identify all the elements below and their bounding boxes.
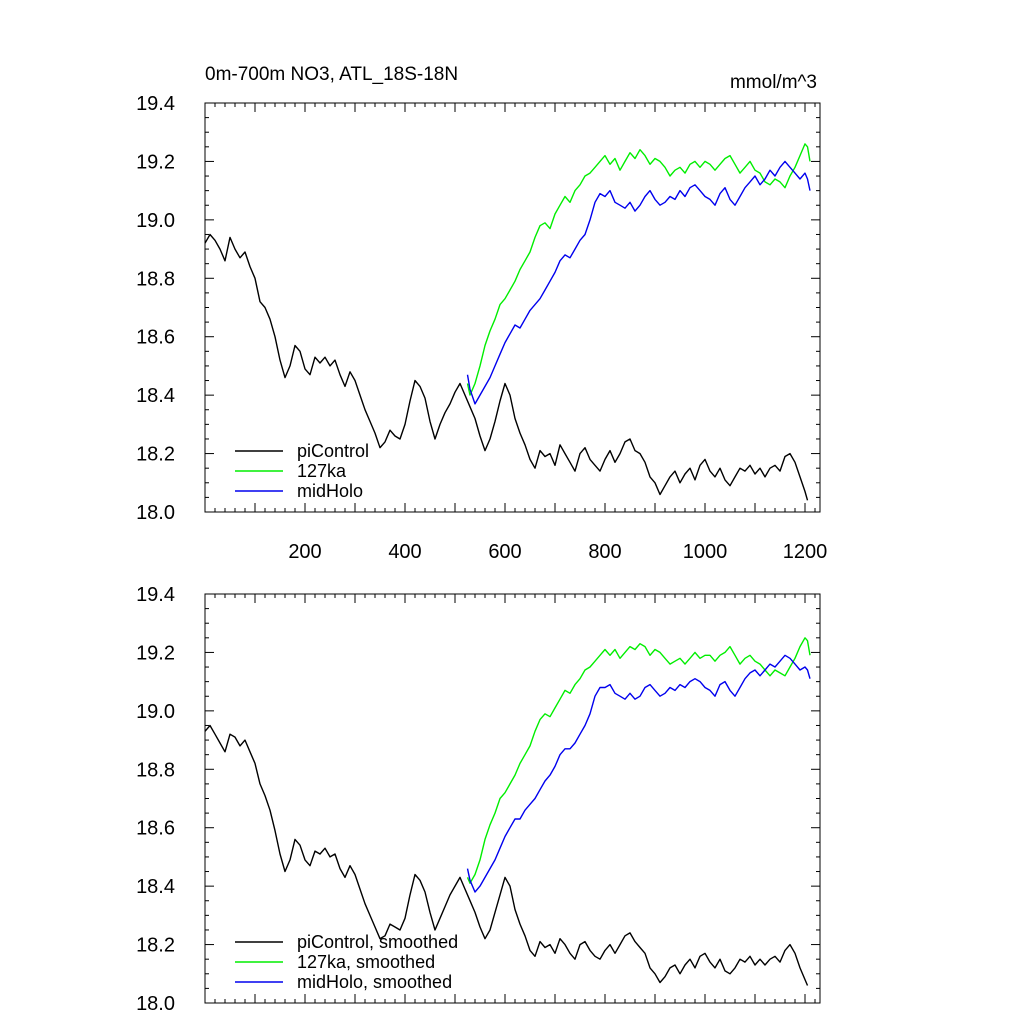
- series-line-midholo-smoothed: [466, 654, 811, 893]
- series-line-127ka: [466, 143, 811, 396]
- x-tick-label: 800: [588, 541, 621, 563]
- y-tick-label: 18.4: [136, 876, 175, 898]
- series-line-picontrol-smoothed: [204, 724, 809, 986]
- x-tick-label: 200: [288, 541, 321, 563]
- y-tick-label: 19.0: [136, 701, 175, 723]
- units-label: mmol/m^3: [730, 72, 817, 93]
- y-tick-label: 19.4: [136, 93, 175, 115]
- y-tick-label: 19.2: [136, 642, 175, 664]
- legend-label: midHolo: [297, 481, 363, 501]
- legend-label: piControl: [297, 441, 369, 461]
- y-tick-label: 18.6: [136, 327, 175, 349]
- y-tick-label: 19.2: [136, 151, 175, 173]
- legend-label: piControl, smoothed: [297, 932, 458, 952]
- series-line-midholo: [466, 160, 811, 405]
- series-line-127ka-smoothed: [466, 637, 811, 884]
- x-tick-label: 400: [388, 541, 421, 563]
- x-tick-label: 1200: [783, 541, 828, 563]
- y-tick-label: 18.2: [136, 444, 175, 466]
- x-tick-label: 1000: [683, 541, 728, 563]
- y-tick-label: 18.0: [136, 993, 175, 1015]
- legend-label: 127ka, smoothed: [297, 952, 435, 972]
- legend-label: midHolo, smoothed: [297, 972, 452, 992]
- legend-label: 127ka: [297, 461, 347, 481]
- y-tick-label: 18.4: [136, 385, 175, 407]
- y-tick-label: 18.2: [136, 935, 175, 957]
- y-tick-label: 18.8: [136, 268, 175, 290]
- series-line-picontrol: [204, 233, 809, 501]
- x-tick-label: 600: [488, 541, 521, 563]
- y-tick-label: 19.4: [136, 584, 175, 606]
- y-tick-label: 19.0: [136, 210, 175, 232]
- y-tick-label: 18.0: [136, 502, 175, 524]
- y-tick-label: 18.6: [136, 818, 175, 840]
- y-tick-label: 18.8: [136, 759, 175, 781]
- chart-title: 0m-700m NO3, ATL_18S-18N: [205, 64, 458, 85]
